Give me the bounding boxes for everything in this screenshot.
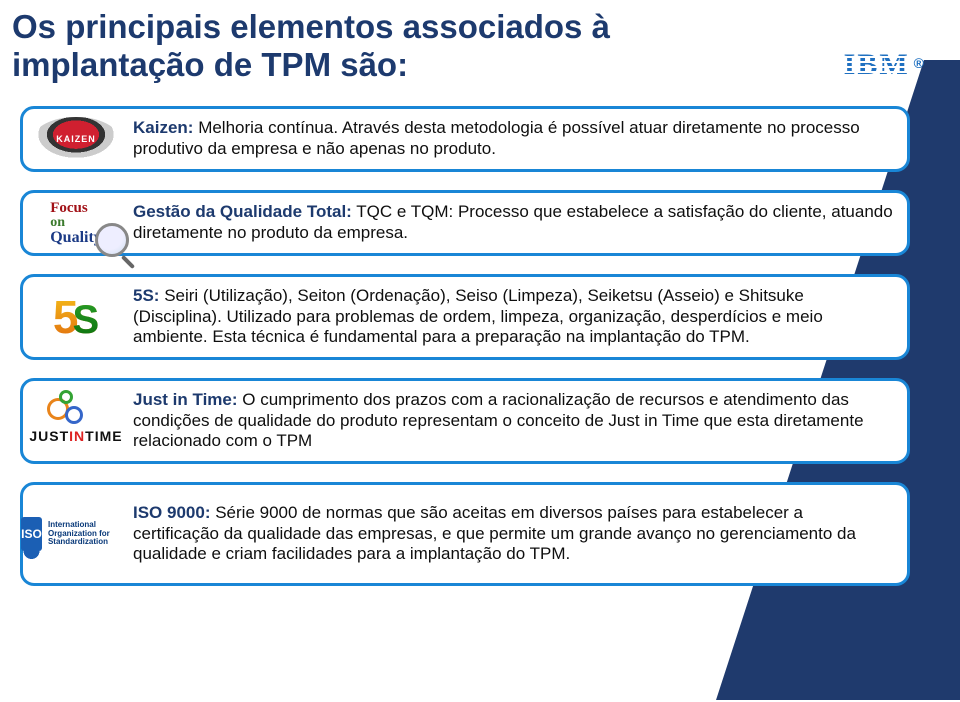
- card-quality: Focus on Quality Gestão da Qualidade Tot…: [20, 190, 910, 256]
- gears-icon: [29, 398, 122, 428]
- gear-blue-icon: [65, 406, 83, 424]
- s-letter: S: [72, 298, 99, 342]
- iso-badge: ISO: [21, 517, 42, 551]
- card-text: Gestão da Qualidade Total: TQC e TQM: Pr…: [133, 202, 893, 243]
- kaizen-icon: KAIZEN: [31, 109, 121, 169]
- kaizen-badge: KAIZEN: [33, 117, 119, 161]
- focus-line2: on: [50, 216, 102, 230]
- card-body: Melhoria contínua. Através desta metodol…: [133, 118, 860, 158]
- card-kaizen: KAIZEN Kaizen: Melhoria contínua. Atravé…: [20, 106, 910, 172]
- card-text: Just in Time: O cumprimento dos prazos c…: [133, 390, 893, 452]
- five-s-icon: 5S: [31, 287, 121, 347]
- card-lead: Gestão da Qualidade Total:: [133, 202, 352, 221]
- ibm-logo: IBM®: [844, 48, 920, 82]
- five-s-text: 5S: [53, 290, 99, 344]
- ibm-logo-text: IBM: [844, 48, 910, 82]
- focus-text: Focus on Quality: [50, 201, 102, 246]
- just-in-time-icon: JUSTINTIME: [31, 391, 121, 451]
- card-jit: JUSTINTIME Just in Time: O cumprimento d…: [20, 378, 910, 464]
- iso-subtext: International Organization for Standardi…: [48, 521, 131, 547]
- jit-label: JUSTINTIME: [29, 428, 122, 444]
- jit-time: TIME: [85, 428, 122, 444]
- focus-line3: Quality: [50, 230, 102, 246]
- card-lead: 5S:: [133, 286, 159, 305]
- jit-graphic: JUSTINTIME: [29, 398, 122, 444]
- card-text: Kaizen: Melhoria contínua. Através desta…: [133, 118, 893, 159]
- focus-quality-icon: Focus on Quality: [31, 193, 121, 253]
- card-5s: 5S 5S: Seiri (Utilização), Seiton (Orden…: [20, 274, 910, 360]
- gear-green-icon: [59, 390, 73, 404]
- card-lead: Just in Time:: [133, 390, 238, 409]
- iso-graphic: ISO International Organization for Stand…: [21, 517, 131, 551]
- card-body: O cumprimento dos prazos com a racionali…: [133, 390, 864, 450]
- jit-in: IN: [69, 428, 85, 444]
- jit-just: JUST: [29, 428, 69, 444]
- card-text: 5S: Seiri (Utilização), Seiton (Ordenaçã…: [133, 286, 893, 348]
- iso-icon: ISO International Organization for Stand…: [31, 504, 121, 564]
- card-iso: ISO International Organization for Stand…: [20, 482, 910, 586]
- magnifier-icon: [95, 223, 129, 257]
- cards-container: KAIZEN Kaizen: Melhoria contínua. Atravé…: [20, 106, 910, 604]
- registered-mark: ®: [914, 55, 924, 71]
- card-lead: ISO 9000:: [133, 503, 211, 522]
- focus-line1: Focus: [50, 201, 102, 216]
- card-body: Série 9000 de normas que são aceitas em …: [133, 503, 856, 563]
- page-title: Os principais elementos associados à imp…: [12, 8, 792, 84]
- card-text: ISO 9000: Série 9000 de normas que são a…: [133, 503, 893, 565]
- card-body: Seiri (Utilização), Seiton (Ordenação), …: [133, 286, 823, 346]
- card-lead: Kaizen:: [133, 118, 193, 137]
